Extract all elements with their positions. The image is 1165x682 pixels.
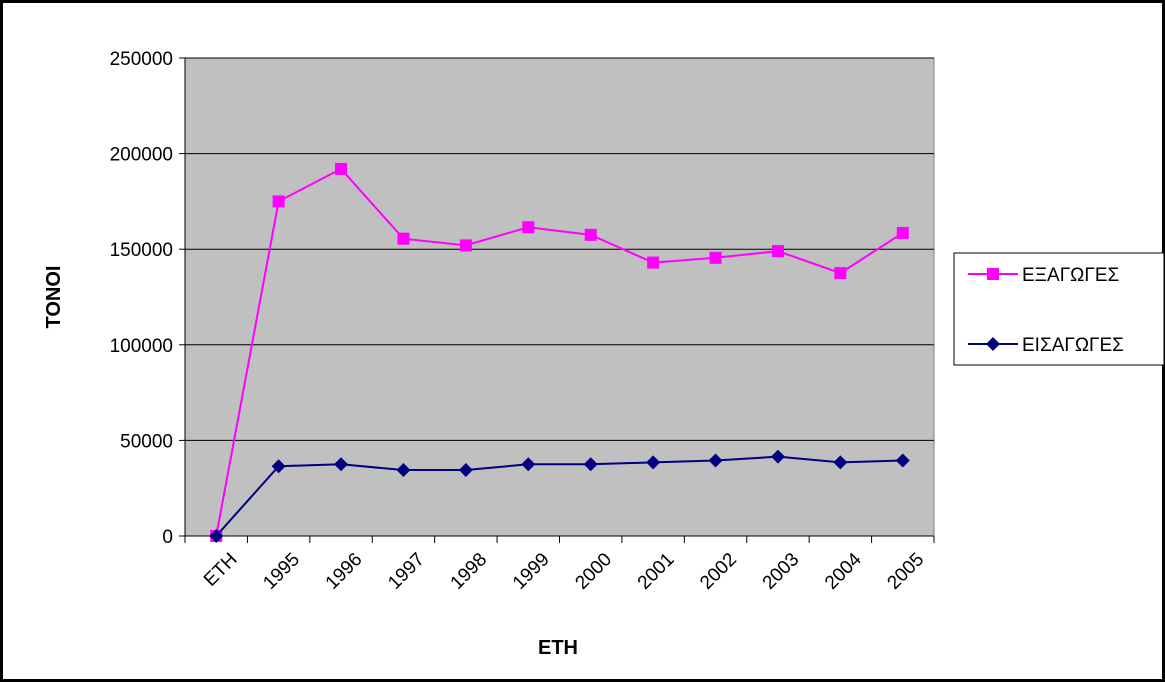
data-point-0-6 — [584, 228, 597, 241]
x-axis-title: ΕΤΗ — [538, 637, 578, 659]
data-point-1-8 — [708, 453, 723, 468]
data-point-0-5 — [522, 221, 535, 234]
y-axis-title: ΤΟΝΟΙ — [43, 266, 65, 329]
data-point-0-10 — [834, 267, 847, 280]
y-tick-label-4: 200000 — [110, 145, 173, 166]
data-point-0-9 — [771, 245, 784, 258]
legend-marker-exports — [987, 268, 999, 280]
data-point-1-5 — [521, 457, 536, 472]
legend-marker-imports — [986, 337, 1000, 351]
y-tick-label-2: 100000 — [110, 336, 173, 357]
y-tick-label-3: 150000 — [110, 240, 173, 261]
data-point-1-2 — [334, 457, 349, 472]
legend: ΕΞΑΓΩΓΕΣ ΕΙΣΑΓΩΓΕΣ — [953, 252, 1165, 366]
data-point-0-7 — [647, 256, 660, 269]
data-point-1-4 — [458, 463, 473, 478]
plot-area — [184, 57, 935, 537]
series-layer — [209, 162, 910, 543]
data-point-1-3 — [396, 463, 411, 478]
gridlines — [185, 57, 934, 441]
legend-label-exports: ΕΞΑΓΩΓΕΣ — [1022, 265, 1119, 286]
data-point-0-3 — [397, 232, 410, 245]
data-point-0-4 — [459, 239, 472, 252]
y-tick-label-5: 250000 — [110, 49, 173, 70]
data-point-0-1 — [272, 195, 285, 208]
data-point-1-10 — [833, 455, 848, 470]
y-axis-ticks: 0 50000 100000 150000 200000 250000 — [110, 49, 185, 548]
data-point-1-11 — [895, 453, 910, 468]
series-line-1 — [215, 455, 903, 537]
legend-label-imports: ΕΙΣΑΓΩΓΕΣ — [1022, 335, 1124, 356]
series-line-0 — [215, 167, 904, 537]
data-point-0-8 — [709, 251, 722, 264]
data-point-0-11 — [896, 226, 909, 239]
data-point-1-6 — [583, 457, 598, 472]
data-point-0-2 — [335, 162, 348, 175]
data-point-1-9 — [770, 449, 785, 464]
series-1 — [209, 449, 910, 543]
data-point-1-7 — [646, 455, 661, 470]
data-point-1-1 — [271, 459, 286, 474]
y-tick-label-0: 0 — [162, 527, 173, 548]
y-tick-label-1: 50000 — [120, 431, 173, 452]
series-0 — [210, 162, 909, 542]
data-point-1-0 — [209, 529, 224, 543]
